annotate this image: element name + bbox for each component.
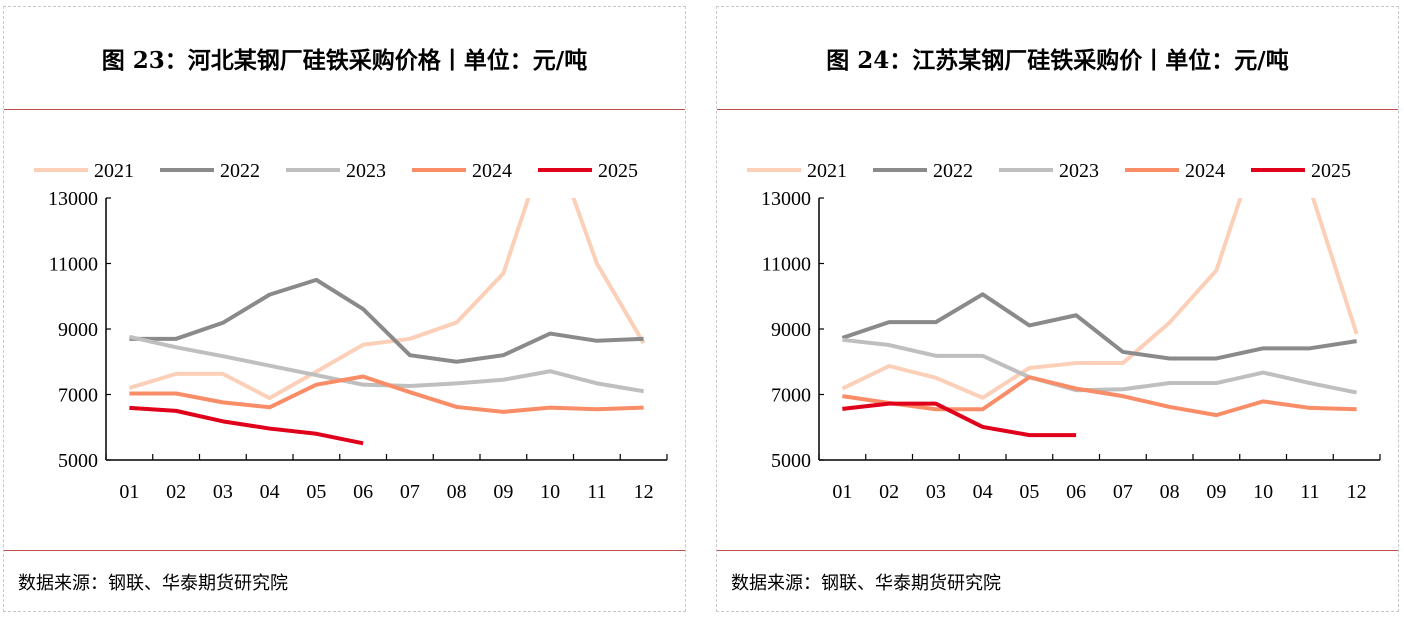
y-tick-label: 5000 <box>771 450 811 472</box>
x-tick-label: 07 <box>1113 481 1133 503</box>
x-tick-label: 07 <box>400 481 420 503</box>
y-tick-label: 9000 <box>771 319 811 341</box>
x-tick-label: 12 <box>634 481 654 503</box>
legend-label: 2023 <box>346 160 386 182</box>
chart-title: 图 23：河北某钢厂硅铁采购价格丨单位：元/吨 <box>4 7 685 110</box>
x-tick-label: 11 <box>1300 481 1319 503</box>
line-chart: 5000 7000 9000 11000 13000 01 02 03 04 05 06 07 08 09… <box>34 160 668 503</box>
x-tick-label: 06 <box>1066 481 1086 503</box>
legend-label: 2025 <box>1311 160 1351 182</box>
y-tick-label: 5000 <box>58 450 98 472</box>
x-tick-label: 08 <box>1160 481 1180 503</box>
series-line-2021 <box>128 198 646 401</box>
series-line-2023 <box>842 337 1358 395</box>
y-tick-label: 11000 <box>49 254 98 276</box>
legend-label: 2021 <box>807 160 847 182</box>
legend-label: 2025 <box>598 160 638 182</box>
source-note: 数据来源：钢联、华泰期货研究院 <box>4 550 685 611</box>
legend-label: 2024 <box>1185 160 1225 182</box>
x-tick-label: 04 <box>260 481 280 503</box>
x-tick-label: 09 <box>1206 481 1226 503</box>
y-tick-label: 7000 <box>771 385 811 407</box>
source-note: 数据来源：钢联、华泰期货研究院 <box>717 550 1398 611</box>
x-tick-label: 05 <box>1019 481 1039 503</box>
x-tick-label: 11 <box>587 481 606 503</box>
series-line-2025 <box>842 401 1077 438</box>
chart-panel-hebei: 图 23：河北某钢厂硅铁采购价格丨单位：元/吨 5000 7000 9000 1100… <box>3 6 686 612</box>
x-tick-label: 04 <box>973 481 993 503</box>
x-tick-label: 05 <box>306 481 326 503</box>
x-tick-label: 03 <box>926 481 946 503</box>
x-tick-label: 09 <box>493 481 513 503</box>
y-tick-label: 13000 <box>48 188 98 210</box>
y-tick-label: 9000 <box>58 319 98 341</box>
series-line-2021 <box>841 198 1359 400</box>
legend-label: 2022 <box>933 160 973 182</box>
y-tick-label: 7000 <box>58 385 98 407</box>
series-line-2024 <box>842 375 1357 418</box>
y-tick-label: 11000 <box>762 254 811 276</box>
x-tick-label: 12 <box>1347 481 1367 503</box>
legend-label: 2023 <box>1059 160 1099 182</box>
x-tick-label: 02 <box>879 481 899 503</box>
chart-panel-jiangsu: 图 24：江苏某钢厂硅铁采购价丨单位：元/吨 5000 7000 9000 11000… <box>716 6 1399 612</box>
series-line-2022 <box>841 292 1357 361</box>
series-line-2022 <box>129 277 644 364</box>
x-tick-label: 02 <box>166 481 186 503</box>
x-tick-label: 01 <box>832 481 852 503</box>
x-tick-label: 10 <box>1253 481 1273 503</box>
x-tick-label: 06 <box>353 481 373 503</box>
line-chart: 5000 7000 9000 11000 13000 01 02 03 04 05 06 07 08 09… <box>747 160 1381 503</box>
series-line-2025 <box>129 405 364 446</box>
legend-label: 2021 <box>94 160 134 182</box>
legend-label: 2022 <box>220 160 260 182</box>
chart-title: 图 24：江苏某钢厂硅铁采购价丨单位：元/吨 <box>717 7 1398 110</box>
y-tick-label: 13000 <box>761 188 811 210</box>
x-tick-label: 01 <box>119 481 139 503</box>
x-tick-label: 10 <box>540 481 560 503</box>
legend-label: 2024 <box>472 160 512 182</box>
series-line-2024 <box>129 374 644 414</box>
x-tick-label: 08 <box>447 481 467 503</box>
x-tick-label: 03 <box>213 481 233 503</box>
